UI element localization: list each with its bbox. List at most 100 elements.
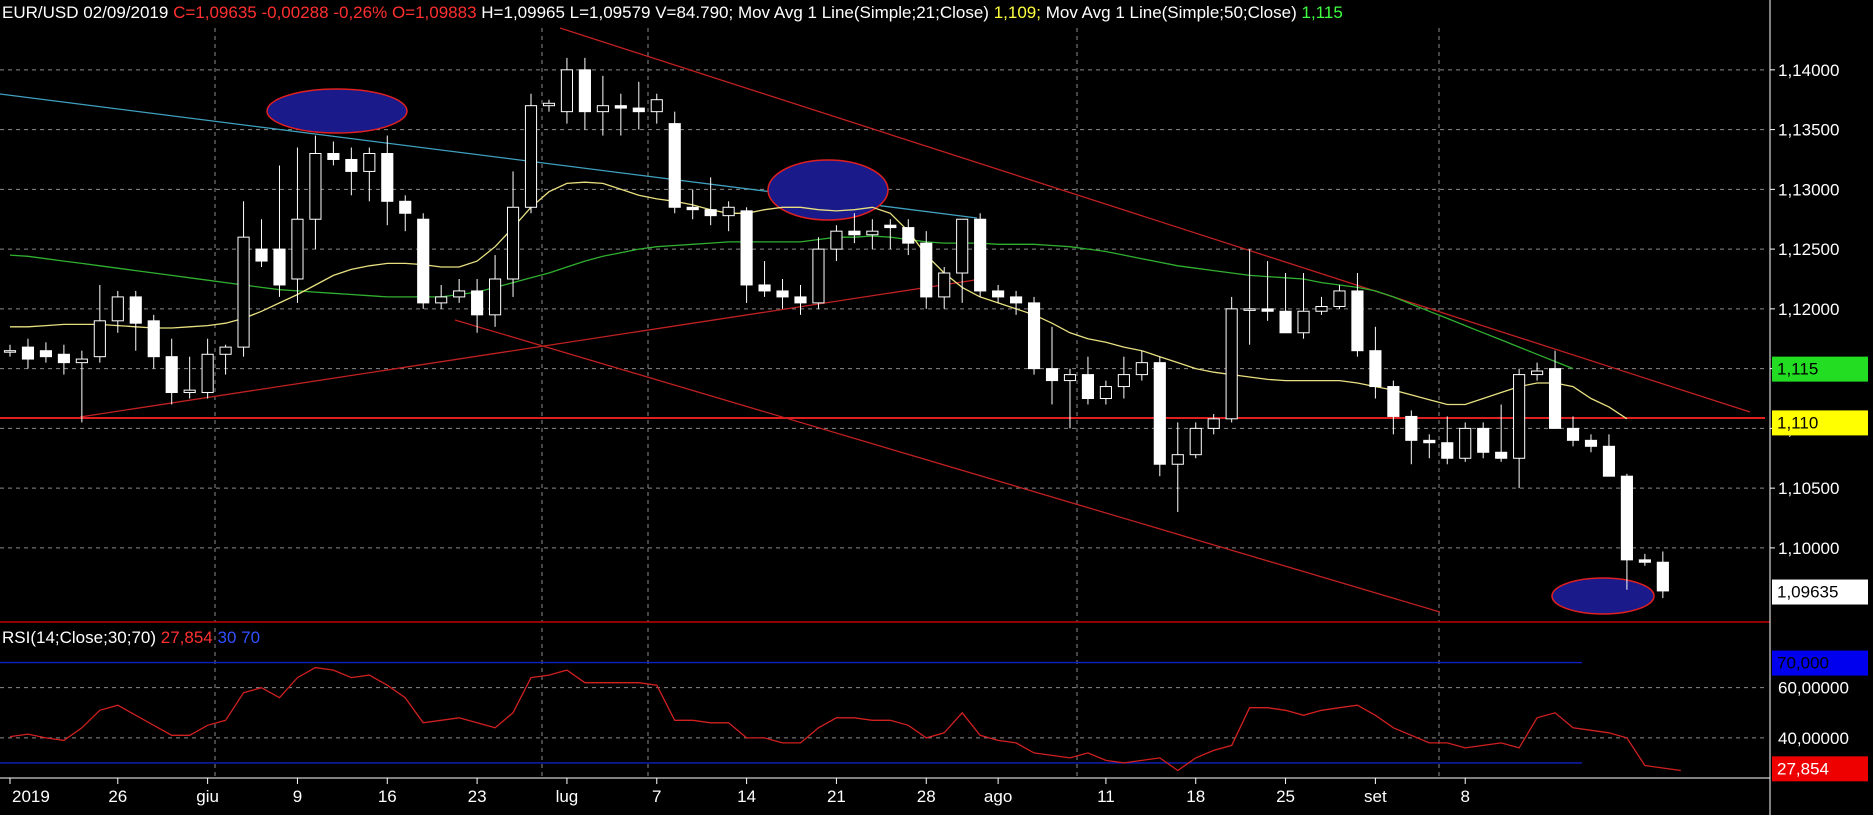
candle-body (542, 102, 556, 107)
rsi-name: RSI(14;Close;30;70) (2, 628, 157, 647)
price-tick-label: 1,13500 (1778, 121, 1839, 140)
candle-body (1225, 308, 1238, 420)
candle-body (668, 123, 681, 208)
candle-body (1171, 454, 1184, 465)
candle-body (165, 356, 178, 394)
candle-body (1656, 561, 1669, 592)
x-tick-label: set (1364, 787, 1387, 806)
candle-body (1207, 418, 1220, 429)
candle-body (1495, 451, 1508, 459)
candle-body (1117, 374, 1130, 388)
candle-body (1045, 368, 1059, 382)
rising-trendline (79, 279, 976, 418)
badge-ma21-bg (1772, 410, 1868, 436)
x-tick-label: 21 (827, 787, 846, 806)
candle-body (1243, 308, 1256, 311)
candle-body (471, 290, 484, 316)
candle-body (1441, 442, 1454, 459)
hlv-label: H=1,09965 L=1,09579 V=84.790; (481, 3, 734, 22)
candle-body (1459, 427, 1472, 459)
candle-body (614, 105, 627, 109)
candle-body (1261, 308, 1274, 312)
candle-body (1584, 439, 1598, 447)
candle-body (1099, 386, 1112, 400)
candle-body (201, 353, 214, 394)
candle-body (1063, 374, 1077, 382)
x-tick-label: lug (556, 787, 579, 806)
candle-body (956, 218, 969, 274)
ma50-value: 1,115 (1301, 3, 1343, 22)
candle-body (129, 296, 142, 324)
x-tick-label: 26 (108, 787, 127, 806)
candle-body (147, 320, 160, 358)
x-tick-label: 7 (652, 787, 661, 806)
ma50-line (9, 235, 1574, 370)
candle-body (1620, 475, 1633, 561)
x-tick-label: 23 (468, 787, 487, 806)
x-tick-label: 8 (1460, 787, 1469, 806)
badge-rsi-70: 70,000 (1777, 654, 1829, 673)
candle-body (219, 346, 232, 355)
change-label: -0,00288 (261, 3, 329, 22)
candle-body (776, 290, 789, 298)
x-tick-label: ago (984, 787, 1012, 806)
ma21-name: Mov Avg 1 Line(Simple;21;Close) (737, 3, 989, 22)
candle-body (93, 320, 106, 358)
candle-body (75, 358, 88, 364)
candle-body (1027, 302, 1041, 370)
channel-lower-trendline (454, 319, 1441, 613)
candle-body (237, 236, 250, 348)
highlight-ellipse (1551, 577, 1655, 615)
badge-last-price: 1,09635 (1777, 583, 1838, 602)
badge-rsi-last: 27,854 (1777, 759, 1829, 778)
candle-body (417, 218, 430, 304)
candle-body (830, 230, 843, 250)
close-label: C=1,09635 (173, 3, 257, 22)
candle-body (740, 210, 753, 286)
candle-body (39, 350, 53, 358)
price-tick-label: 1,13000 (1778, 180, 1839, 199)
x-tick-label: giu (196, 787, 219, 806)
candles (3, 57, 1669, 599)
candle-body (1369, 350, 1382, 388)
price-tick-label: 1,10000 (1778, 539, 1839, 558)
candle-body (1333, 290, 1346, 307)
candle-body (632, 107, 645, 113)
badge-rsi-last-bg (1772, 756, 1868, 782)
candle-body (327, 152, 340, 160)
candle-body (363, 152, 376, 172)
candle-body (938, 272, 951, 298)
candle-body (1405, 415, 1418, 441)
chart-header: EUR/USD 02/09/2019 C=1,09635 -0,00288 -0… (2, 3, 1343, 23)
x-tick-label: 25 (1276, 787, 1295, 806)
candle-body (435, 296, 448, 304)
candle-body (596, 105, 609, 113)
candle-body (1387, 386, 1400, 417)
price-tick-label: 1,14000 (1778, 61, 1839, 80)
rsi-tick-label: 40,00000 (1778, 729, 1849, 748)
candle-body (1153, 362, 1166, 465)
date-label: 02/09/2019 (83, 3, 169, 22)
highlight-ellipse (266, 88, 408, 134)
candle-body (1548, 368, 1562, 429)
candle-body (920, 242, 933, 298)
candle-body (1189, 427, 1202, 456)
candle-body (524, 105, 538, 208)
candle-body (273, 248, 286, 286)
badge-ma21: 1,110 (1777, 413, 1818, 432)
candle-body (1351, 290, 1364, 352)
x-tick-label: 11 (1097, 787, 1115, 806)
badge-ma50: 1,115 (1777, 360, 1818, 379)
candle-body (812, 248, 825, 304)
ma21-value: 1,109; (993, 3, 1041, 22)
candle-body (489, 278, 502, 316)
candle-body (3, 350, 17, 353)
candle-body (650, 99, 663, 113)
candle-body (1566, 427, 1580, 441)
candle-body (21, 346, 35, 360)
ma50-name: Mov Avg 1 Line(Simple;50;Close) (1045, 3, 1297, 22)
candle-body (183, 389, 196, 394)
candle-body (902, 227, 915, 244)
candle-body (1423, 439, 1436, 444)
